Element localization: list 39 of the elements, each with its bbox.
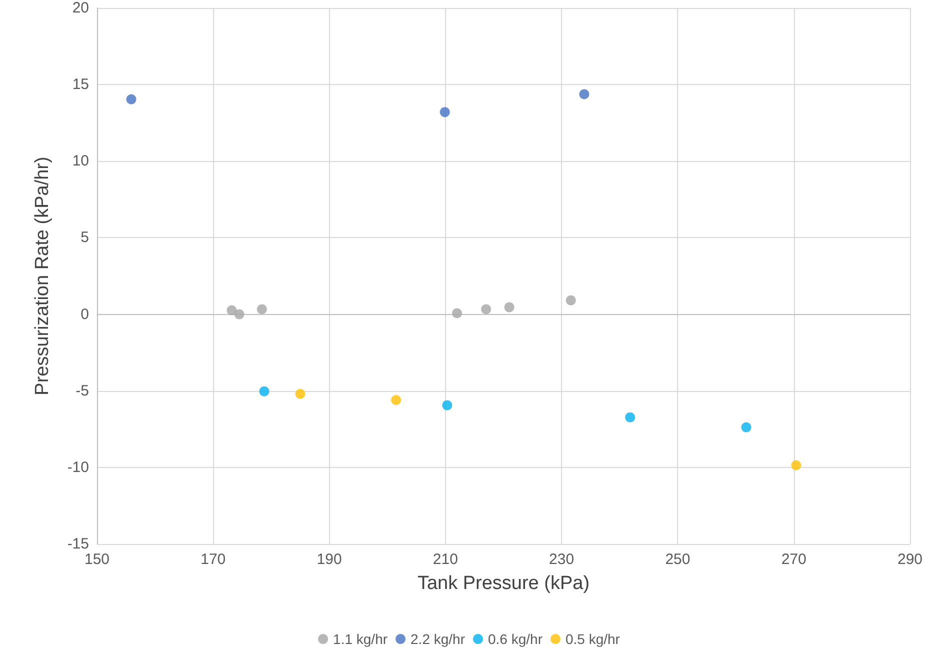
- x-tick-label: 230: [549, 551, 574, 568]
- point: [566, 295, 576, 306]
- point: [234, 309, 244, 320]
- point: [126, 94, 136, 104]
- y-tick-label: 10: [72, 152, 89, 170]
- x-tick-label: 210: [432, 551, 458, 568]
- legend-label: 0.5 kg/hr: [565, 631, 620, 647]
- y-tick-label: -15: [67, 536, 89, 552]
- x-tick-label: 150: [84, 551, 110, 568]
- y-tick-label: 0: [80, 306, 89, 323]
- y-tick-label: 20: [72, 0, 89, 16]
- x-axis-title: Tank Pressure (kPa): [417, 573, 590, 594]
- x-tick-label: 250: [665, 551, 690, 568]
- point: [625, 412, 636, 422]
- point: [504, 302, 514, 312]
- point: [481, 304, 492, 314]
- y-tick-label: -10: [67, 458, 89, 476]
- x-tick-label: 190: [316, 551, 342, 568]
- y-axis-title: Pressurization Rate (kPa/hr): [32, 156, 53, 396]
- legend-label: 1.1 kg/hr: [333, 631, 388, 647]
- y-tick-label: -5: [76, 382, 89, 400]
- x-tick-label: 270: [781, 551, 806, 568]
- point: [452, 308, 462, 318]
- point: [259, 386, 270, 396]
- point: [391, 395, 402, 406]
- point: [295, 388, 306, 399]
- point: [226, 305, 237, 316]
- point: [579, 89, 590, 100]
- y-tick-label: 5: [80, 229, 89, 246]
- x-tick-label: 170: [200, 551, 226, 568]
- legend-label: 0.6 kg/hr: [488, 631, 543, 647]
- point: [440, 107, 450, 118]
- point: [741, 422, 752, 432]
- y-tick-label: 15: [72, 76, 89, 94]
- legend-label: 2.2 kg/hr: [410, 631, 466, 647]
- x-tick-label: 290: [897, 551, 923, 568]
- point: [442, 400, 452, 410]
- point: [791, 460, 802, 470]
- point: [256, 304, 267, 314]
